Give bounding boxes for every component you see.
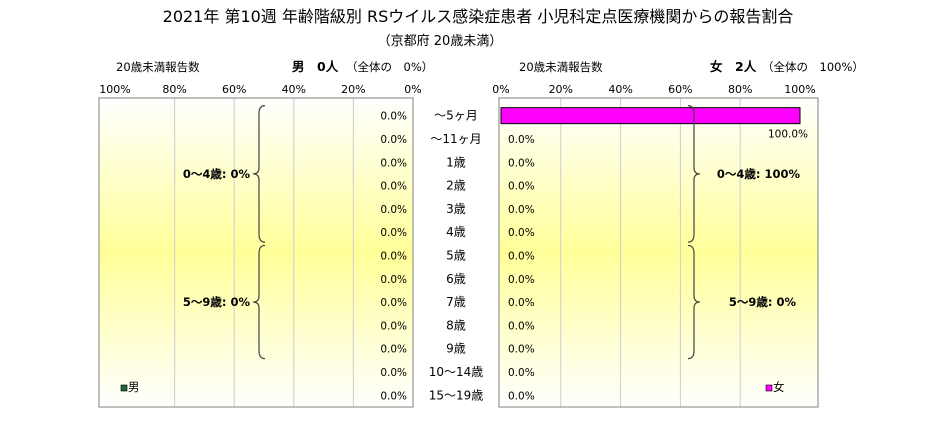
female-value-label: 0.0% <box>508 181 535 193</box>
female-group2-label: 5～9歳: 0% <box>729 295 797 309</box>
male-header-note: （全体の 0%） <box>346 60 433 74</box>
female-header-note: （全体の 100%） <box>762 60 864 74</box>
male-group1-brace <box>252 105 266 243</box>
male-value-label: 0.0% <box>380 134 407 146</box>
female-x-tick: 40% <box>608 83 632 96</box>
female-header-label: 20歳未満報告数 <box>519 60 603 74</box>
male-value-label: 0.0% <box>380 274 407 286</box>
female-group1-label: 0～4歳: 100% <box>717 167 801 181</box>
female-x-tick: 60% <box>668 83 692 96</box>
female-x-tick: 80% <box>728 83 752 96</box>
age-category-label: 6歳 <box>446 272 466 286</box>
male-value-label: 0.0% <box>380 181 407 193</box>
male-value-label: 0.0% <box>380 157 407 169</box>
male-group1-label: 0～4歳: 0% <box>183 167 251 181</box>
gridlines <box>174 98 741 407</box>
male-group2-label: 5～9歳: 0% <box>183 295 251 309</box>
chart-labels: 100% 80% 60% 40% 20% 0% 0% 20% 40% 60% 80% 100% ～5ヶ月… <box>99 83 815 402</box>
female-value-label: 0.0% <box>508 297 535 309</box>
male-panel-bg <box>99 98 413 407</box>
age-category-label: 8歳 <box>446 318 466 332</box>
male-panel-frame <box>98 97 414 408</box>
male-value-label: 0.0% <box>380 297 407 309</box>
male-header-count: 男 0人 <box>292 59 339 74</box>
age-category-label: 1歳 <box>446 155 466 169</box>
panel-backgrounds <box>99 98 818 407</box>
male-value-label: 0.0% <box>380 367 407 379</box>
female-value-label: 0.0% <box>508 204 535 216</box>
male-x-tick: 60% <box>222 83 246 96</box>
female-value-label: 0.0% <box>508 274 535 286</box>
male-value-label: 0.0% <box>380 344 407 356</box>
female-legend-swatch <box>765 384 773 392</box>
age-category-label: 3歳 <box>446 202 466 216</box>
panel-frames <box>98 97 819 408</box>
age-category-label: 10～14歳 <box>429 365 484 379</box>
female-value-label: 0.0% <box>508 157 535 169</box>
male-x-tick: 40% <box>282 83 306 96</box>
age-category-label: ～5ヶ月 <box>434 109 478 123</box>
male-value-label: 0.0% <box>380 390 407 402</box>
male-group2-brace <box>252 244 266 360</box>
male-value-label: 0.0% <box>380 250 407 262</box>
chart-subtitle: （京都府 20歳未満） <box>378 34 503 49</box>
female-x-tick: 20% <box>549 83 573 96</box>
female-value-label: 0.0% <box>508 390 535 402</box>
male-value-label: 0.0% <box>380 204 407 216</box>
female-value-label: 0.0% <box>508 227 535 239</box>
age-category-label: 4歳 <box>446 225 466 239</box>
female-group1-brace <box>687 105 701 243</box>
male-x-tick: 80% <box>162 83 186 96</box>
female-value-label: 0.0% <box>508 344 535 356</box>
male-x-tick: 100% <box>99 83 130 96</box>
age-category-label: 7歳 <box>446 295 466 309</box>
age-category-label: 15～19歳 <box>429 388 484 402</box>
age-category-label: 2歳 <box>446 179 466 193</box>
female-group2-brace <box>687 244 701 360</box>
male-legend-swatch <box>120 384 128 392</box>
male-value-label: 0.0% <box>380 111 407 123</box>
male-header-label: 20歳未満報告数 <box>116 60 200 74</box>
age-category-label: ～11ヶ月 <box>430 132 481 146</box>
age-category-label: 5歳 <box>446 248 466 262</box>
male-x-tick: 0% <box>404 83 421 96</box>
female-value-label: 0.0% <box>508 250 535 262</box>
male-legend-label: 男 <box>128 380 140 394</box>
female-value-label: 0.0% <box>508 134 535 146</box>
female-value-label: 0.0% <box>508 320 535 332</box>
female-x-tick: 0% <box>492 83 509 96</box>
female-panel-frame <box>498 97 819 408</box>
female-x-tick: 100% <box>784 83 815 96</box>
female-panel-bg <box>499 98 818 407</box>
female-bar <box>500 107 801 125</box>
male-value-label: 0.0% <box>380 320 407 332</box>
bars <box>500 107 801 125</box>
male-x-tick: 20% <box>341 83 365 96</box>
female-header-count: 女 2人 <box>710 59 757 74</box>
female-value-label: 100.0% <box>768 129 808 141</box>
female-legend-label: 女 <box>773 380 785 394</box>
male-value-label: 0.0% <box>380 227 407 239</box>
chart-title: 2021年 第10週 年齢階級別 RSウイルス感染症患者 小児科定点医療機関から… <box>163 7 794 26</box>
female-value-label: 0.0% <box>508 367 535 379</box>
age-category-label: 9歳 <box>446 342 466 356</box>
